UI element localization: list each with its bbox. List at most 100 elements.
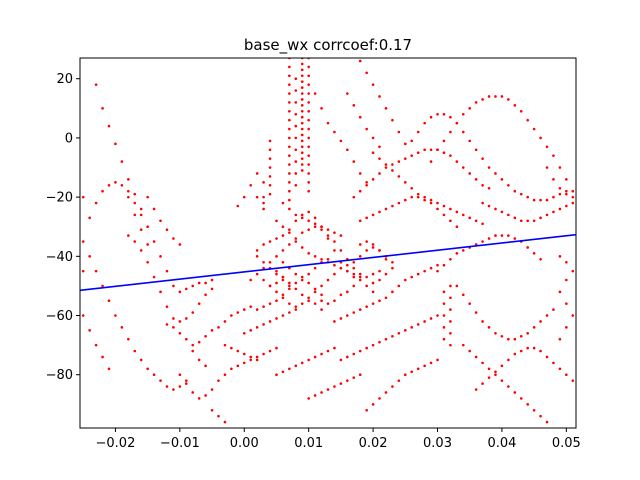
- data-point: [313, 222, 317, 226]
- data-point: [429, 201, 433, 205]
- data-point: [494, 95, 497, 98]
- data-point: [275, 269, 278, 273]
- data-point: [365, 181, 368, 184]
- data-point: [172, 284, 175, 288]
- data-point: [371, 243, 375, 246]
- data-point: [487, 204, 491, 208]
- data-point: [307, 154, 310, 157]
- data-point: [114, 314, 117, 317]
- data-point: [410, 370, 414, 374]
- data-point: [294, 160, 298, 163]
- data-point: [461, 112, 465, 116]
- data-point: [294, 272, 298, 276]
- data-point: [288, 284, 291, 288]
- x-tick-label: 0.00: [230, 436, 259, 451]
- data-point: [88, 216, 91, 220]
- data-point: [242, 361, 246, 365]
- data-point: [513, 189, 517, 193]
- data-point: [358, 243, 362, 246]
- data-point: [320, 228, 323, 231]
- data-point: [288, 287, 291, 291]
- data-point: [294, 237, 298, 240]
- data-point: [172, 388, 175, 391]
- data-point: [442, 290, 446, 294]
- data-point: [339, 358, 343, 362]
- data-point: [565, 189, 568, 193]
- data-point: [558, 192, 562, 196]
- data-point: [365, 275, 368, 279]
- data-point: [326, 228, 330, 231]
- data-point: [333, 346, 336, 350]
- data-point: [191, 343, 195, 347]
- data-point: [300, 115, 304, 119]
- data-point: [146, 195, 149, 199]
- data-point: [436, 148, 439, 152]
- data-point: [346, 290, 349, 294]
- data-point: [262, 278, 265, 282]
- data-point: [442, 302, 446, 305]
- data-point: [281, 234, 285, 237]
- data-point: [307, 101, 310, 104]
- data-point: [565, 204, 568, 208]
- data-point: [397, 201, 401, 205]
- data-point: [281, 225, 285, 229]
- data-point: [449, 130, 452, 134]
- data-point: [410, 154, 414, 157]
- data-point: [294, 89, 298, 92]
- data-point: [404, 198, 407, 202]
- data-point: [127, 189, 130, 193]
- data-point: [262, 260, 265, 264]
- data-point: [487, 376, 491, 379]
- data-point: [404, 278, 407, 282]
- data-point: [558, 186, 562, 190]
- data-point: [326, 234, 330, 237]
- data-point: [474, 178, 478, 181]
- data-point: [507, 358, 510, 362]
- data-point: [358, 308, 362, 311]
- data-point: [513, 216, 517, 220]
- data-point: [545, 355, 549, 359]
- data-point: [371, 136, 375, 140]
- data-point: [532, 326, 536, 329]
- data-point: [300, 92, 304, 95]
- data-point: [384, 391, 388, 394]
- data-point: [146, 367, 149, 371]
- data-point: [449, 219, 452, 223]
- data-point: [449, 320, 452, 323]
- data-point: [532, 219, 536, 223]
- data-point: [320, 308, 323, 311]
- data-point: [178, 290, 182, 294]
- data-point: [513, 337, 517, 341]
- data-point: [378, 145, 381, 149]
- data-point: [384, 337, 388, 341]
- data-point: [339, 293, 343, 297]
- data-point: [313, 255, 317, 258]
- data-point: [300, 157, 304, 160]
- data-point: [416, 323, 420, 326]
- data-point: [391, 163, 394, 166]
- data-point: [346, 314, 349, 317]
- data-point: [300, 98, 304, 101]
- x-axis: −0.02 −0.01 0.00 0.01 0.02 0.03 0.04 0.05: [96, 428, 581, 451]
- data-point: [552, 308, 555, 311]
- data-point: [326, 121, 330, 125]
- data-point: [352, 275, 356, 279]
- data-point: [545, 145, 549, 149]
- data-point: [429, 317, 433, 320]
- data-point: [410, 326, 414, 329]
- data-point: [358, 172, 362, 175]
- data-point: [288, 65, 291, 69]
- data-point: [449, 257, 452, 261]
- data-point: [526, 403, 529, 406]
- data-point: [423, 121, 426, 125]
- data-point: [455, 284, 459, 288]
- data-point: [526, 219, 529, 223]
- data-point: [249, 183, 252, 187]
- data-point: [191, 284, 195, 288]
- data-point: [436, 112, 439, 116]
- data-point: [300, 62, 304, 66]
- data-point: [300, 145, 304, 149]
- data-point: [571, 201, 575, 205]
- data-point: [255, 326, 259, 329]
